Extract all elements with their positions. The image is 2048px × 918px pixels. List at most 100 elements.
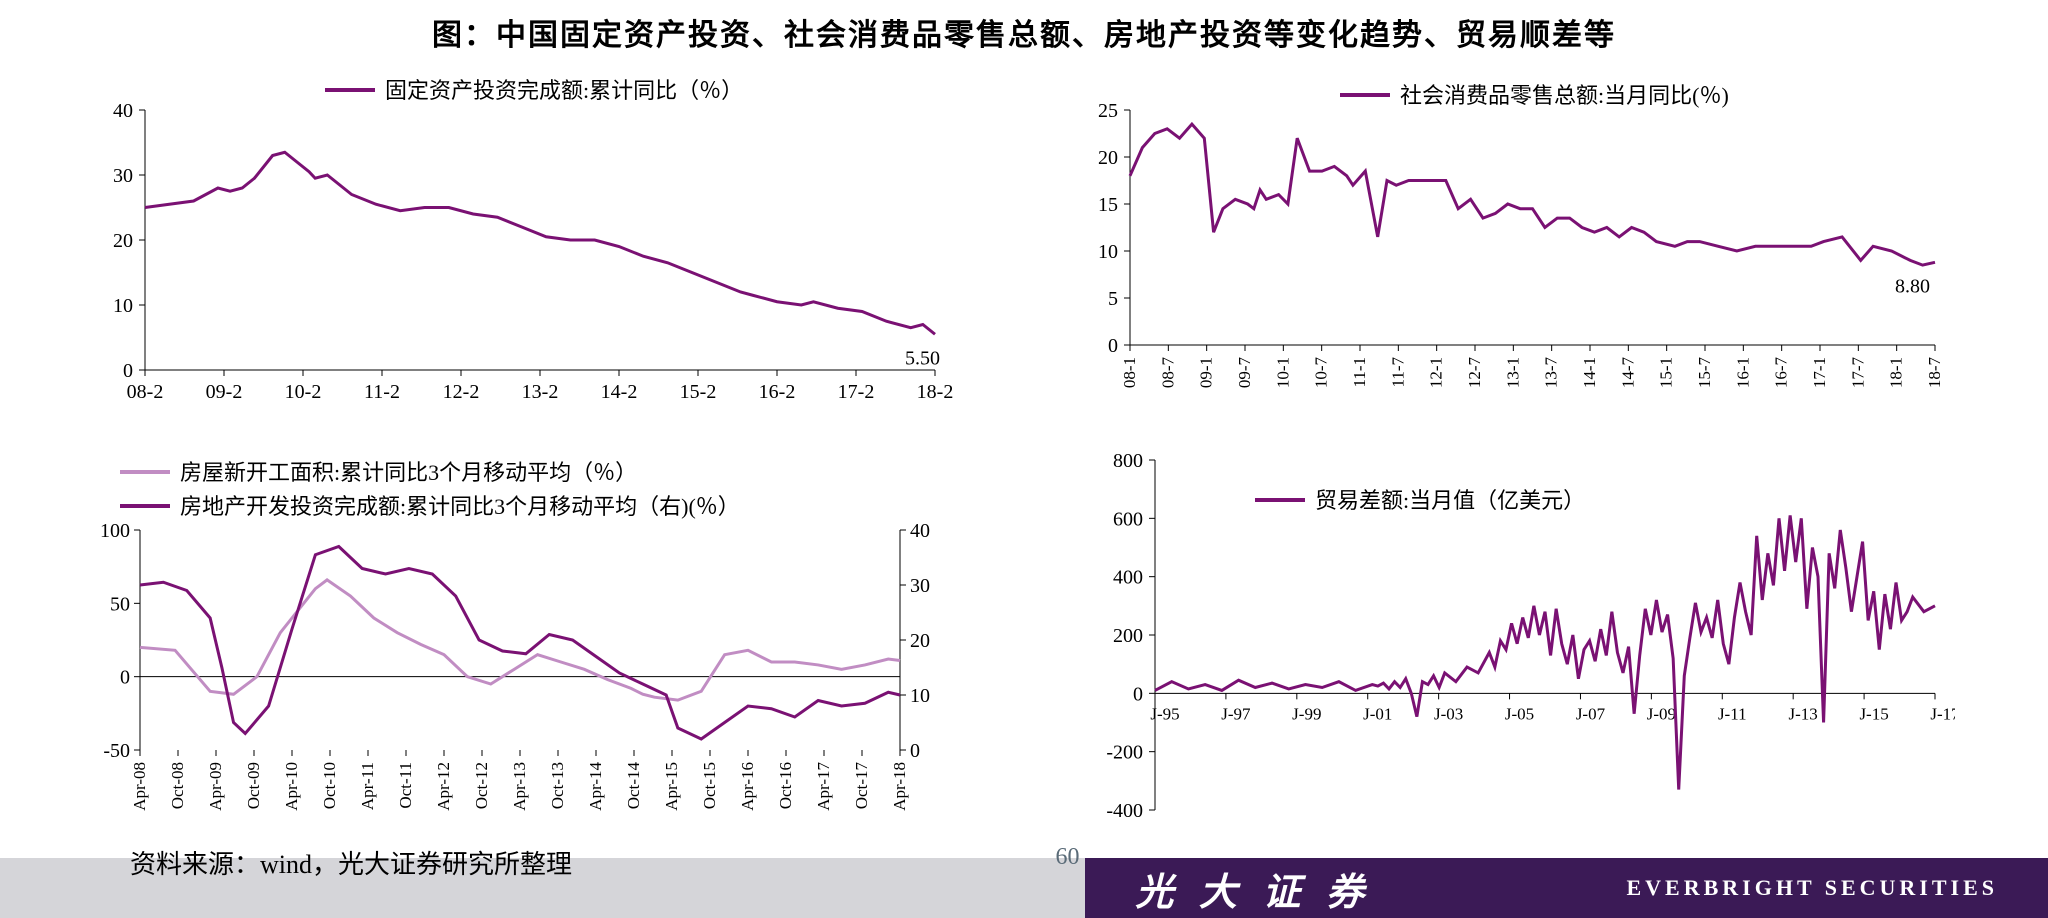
chart-retail-sales: 社会消费品零售总额:当月同比(％)051015202508-108-709-10… <box>1075 60 1955 430</box>
svg-text:15-2: 15-2 <box>680 381 717 403</box>
svg-text:Oct-17: Oct-17 <box>852 762 871 810</box>
svg-text:40: 40 <box>910 520 930 542</box>
svg-text:13-2: 13-2 <box>522 381 559 403</box>
svg-text:Apr-12: Apr-12 <box>434 762 453 811</box>
svg-text:40: 40 <box>113 100 133 122</box>
page-root: 图：中国固定资产投资、社会消费品零售总额、房地产投资等变化趋势、贸易顺差等 固定… <box>0 0 2048 918</box>
svg-text:J-15: J-15 <box>1859 704 1888 723</box>
page-number: 60 <box>1055 844 1079 871</box>
svg-text:16-2: 16-2 <box>759 381 796 403</box>
svg-text:30: 30 <box>113 165 133 187</box>
svg-text:Apr-18: Apr-18 <box>890 762 909 811</box>
svg-text:100: 100 <box>100 520 130 542</box>
svg-text:J-95: J-95 <box>1150 704 1179 723</box>
svg-text:10: 10 <box>113 295 133 317</box>
svg-text:14-2: 14-2 <box>601 381 638 403</box>
svg-text:30: 30 <box>910 575 930 597</box>
svg-text:11-7: 11-7 <box>1388 357 1407 388</box>
svg-text:800: 800 <box>1113 450 1143 472</box>
svg-text:10-1: 10-1 <box>1273 357 1292 388</box>
svg-text:0: 0 <box>1133 683 1143 705</box>
svg-text:14-7: 14-7 <box>1618 357 1637 389</box>
svg-text:600: 600 <box>1113 508 1143 530</box>
svg-text:15-1: 15-1 <box>1657 357 1676 388</box>
svg-text:Apr-13: Apr-13 <box>510 762 529 811</box>
svg-text:Apr-14: Apr-14 <box>586 762 605 811</box>
svg-text:J-11: J-11 <box>1718 704 1747 723</box>
svg-text:08-2: 08-2 <box>127 381 164 403</box>
brand-en: EVERBRIGHT SECURITIES <box>1626 875 1998 901</box>
svg-text:Apr-15: Apr-15 <box>662 762 681 811</box>
svg-text:15: 15 <box>1098 194 1118 216</box>
svg-text:17-1: 17-1 <box>1810 357 1829 388</box>
svg-text:10-2: 10-2 <box>285 381 322 403</box>
svg-text:10-7: 10-7 <box>1312 357 1331 389</box>
svg-text:16-1: 16-1 <box>1733 357 1752 388</box>
svg-text:20: 20 <box>113 230 133 252</box>
svg-text:Oct-15: Oct-15 <box>700 762 719 809</box>
chart-real-estate: 房屋新开工面积:累计同比3个月移动平均（％）房地产开发投资完成额:累计同比3个月… <box>75 450 955 850</box>
svg-text:社会消费品零售总额:当月同比(％): 社会消费品零售总额:当月同比(％) <box>1400 83 1729 108</box>
svg-text:Oct-11: Oct-11 <box>396 762 415 809</box>
svg-text:20: 20 <box>1098 147 1118 169</box>
svg-text:0: 0 <box>1108 335 1118 357</box>
svg-text:Oct-10: Oct-10 <box>320 762 339 809</box>
svg-text:Apr-10: Apr-10 <box>282 762 301 811</box>
svg-text:Apr-17: Apr-17 <box>814 762 833 811</box>
svg-text:12-2: 12-2 <box>443 381 480 403</box>
source-label: 资料来源：wind，光大证券研究所整理 <box>0 844 572 881</box>
svg-text:J-09: J-09 <box>1647 704 1676 723</box>
svg-text:09-7: 09-7 <box>1235 357 1254 389</box>
svg-text:Oct-14: Oct-14 <box>624 762 643 810</box>
svg-text:J-03: J-03 <box>1434 704 1463 723</box>
svg-text:18-2: 18-2 <box>917 381 954 403</box>
svg-text:贸易差额:当月值（亿美元）: 贸易差额:当月值（亿美元） <box>1315 488 1585 513</box>
svg-text:Apr-11: Apr-11 <box>358 762 377 810</box>
svg-text:08-1: 08-1 <box>1120 357 1139 388</box>
svg-text:50: 50 <box>110 593 130 615</box>
svg-text:J-05: J-05 <box>1505 704 1534 723</box>
svg-text:5.50: 5.50 <box>905 347 940 369</box>
svg-text:12-7: 12-7 <box>1465 357 1484 389</box>
svg-text:15-7: 15-7 <box>1695 357 1714 389</box>
svg-text:17-2: 17-2 <box>838 381 875 403</box>
brand-cn: 光 大 证 券 <box>1135 861 1372 916</box>
svg-text:14-1: 14-1 <box>1580 357 1599 388</box>
svg-text:17-7: 17-7 <box>1848 357 1867 389</box>
svg-text:房屋新开工面积:累计同比3个月移动平均（％）: 房屋新开工面积:累计同比3个月移动平均（％） <box>180 460 637 485</box>
svg-text:J-17: J-17 <box>1930 704 1955 723</box>
page-title: 图：中国固定资产投资、社会消费品零售总额、房地产投资等变化趋势、贸易顺差等 <box>0 10 2048 54</box>
svg-text:J-97: J-97 <box>1221 704 1251 723</box>
svg-text:8.80: 8.80 <box>1895 275 1930 297</box>
svg-text:Apr-16: Apr-16 <box>738 762 757 811</box>
svg-text:Apr-08: Apr-08 <box>130 762 149 811</box>
svg-text:Oct-09: Oct-09 <box>244 762 263 809</box>
svg-text:20: 20 <box>910 630 930 652</box>
footer-bar: 资料来源：wind，光大证券研究所整理 60 光 大 证 券 EVERBRIGH… <box>0 858 2048 918</box>
svg-text:J-07: J-07 <box>1576 704 1606 723</box>
svg-text:0: 0 <box>120 667 130 689</box>
svg-text:13-1: 13-1 <box>1503 357 1522 388</box>
svg-text:16-7: 16-7 <box>1772 357 1791 389</box>
svg-text:5: 5 <box>1108 288 1118 310</box>
chart-trade-balance: 贸易差额:当月值（亿美元）-400-2000200400600800J-95J-… <box>1075 440 1955 850</box>
svg-text:11-1: 11-1 <box>1350 357 1369 388</box>
svg-text:13-7: 13-7 <box>1542 357 1561 389</box>
svg-text:08-7: 08-7 <box>1158 357 1177 389</box>
chart-fixed-asset-investment: 固定资产投资完成额:累计同比（％） 0 10 20 30 40 08-2 09-2 10-2 11… <box>75 60 955 430</box>
svg-text:18-7: 18-7 <box>1925 357 1944 389</box>
footer-right: 60 光 大 证 券 EVERBRIGHT SECURITIES <box>1085 858 2048 918</box>
svg-text:25: 25 <box>1098 100 1118 122</box>
svg-text:0: 0 <box>910 740 920 762</box>
svg-text:11-2: 11-2 <box>364 381 400 403</box>
svg-text:09-2: 09-2 <box>206 381 243 403</box>
svg-text:J-99: J-99 <box>1292 704 1321 723</box>
svg-text:-400: -400 <box>1106 800 1143 822</box>
svg-text:固定资产投资完成额:累计同比（％）: 固定资产投资完成额:累计同比（％） <box>385 78 743 103</box>
svg-text:200: 200 <box>1113 625 1143 647</box>
svg-text:Oct-13: Oct-13 <box>548 762 567 809</box>
svg-text:0: 0 <box>123 360 133 382</box>
svg-text:J-13: J-13 <box>1789 704 1818 723</box>
svg-text:Oct-08: Oct-08 <box>168 762 187 809</box>
svg-text:18-1: 18-1 <box>1887 357 1906 388</box>
